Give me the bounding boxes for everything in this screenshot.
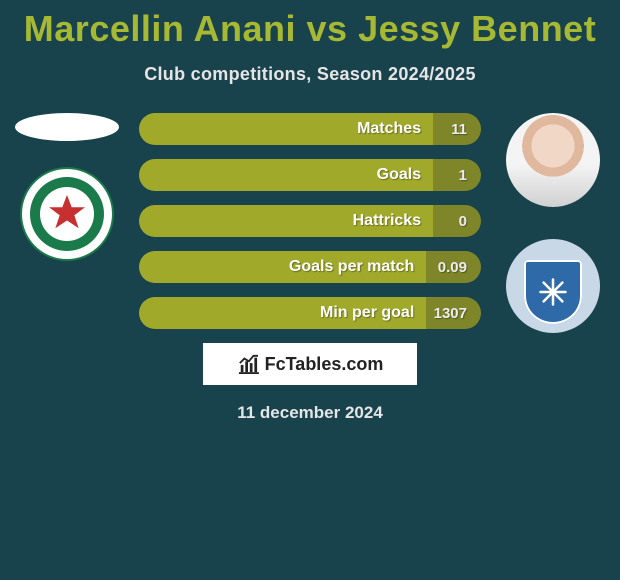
stat-bar-rest: 11 xyxy=(433,113,481,145)
stat-bar: Goals per match 0.09 xyxy=(139,251,481,283)
stat-bar-fill: Min per goal xyxy=(139,297,426,329)
player-avatar-right xyxy=(506,113,600,207)
stat-bar: Hattricks 0 xyxy=(139,205,481,237)
brand-text: FcTables.com xyxy=(265,354,384,375)
stat-value: 11 xyxy=(451,121,467,138)
stat-bar-rest: 0 xyxy=(433,205,481,237)
chart-icon xyxy=(237,354,259,374)
page-subtitle: Club competitions, Season 2024/2025 xyxy=(0,64,620,85)
team-logo-red-star xyxy=(20,167,114,261)
stat-label: Min per goal xyxy=(320,304,414,322)
page-title: Marcellin Anani vs Jessy Bennet xyxy=(0,8,620,50)
stat-bar: Goals 1 xyxy=(139,159,481,191)
stat-bar: Min per goal 1307 xyxy=(139,297,481,329)
star-icon xyxy=(47,193,87,233)
infographic-container: Marcellin Anani vs Jessy Bennet Club com… xyxy=(0,0,620,580)
stat-label: Matches xyxy=(357,120,421,138)
stat-bar: Matches 11 xyxy=(139,113,481,145)
stat-value: 0 xyxy=(459,213,467,230)
team-logo-grenoble xyxy=(506,239,600,333)
stat-bar-fill: Matches xyxy=(139,113,433,145)
stat-label: Goals per match xyxy=(289,258,414,276)
main-area: Matches 11 Goals 1 Hattricks 0 Goals per match… xyxy=(0,113,620,423)
stat-bar-fill: Hattricks xyxy=(139,205,433,237)
stat-bar-fill: Goals per match xyxy=(139,251,426,283)
stat-value: 0.09 xyxy=(438,259,467,276)
snowflake-icon xyxy=(538,277,568,307)
player-photo-placeholder-left xyxy=(15,113,119,141)
stat-bar-rest: 1 xyxy=(433,159,481,191)
stat-bar-rest: 0.09 xyxy=(426,251,481,283)
stat-label: Goals xyxy=(377,166,421,184)
brand-badge: FcTables.com xyxy=(203,343,417,385)
stat-value: 1 xyxy=(459,167,467,184)
date-text: 11 december 2024 xyxy=(0,403,620,423)
stat-value: 1307 xyxy=(434,305,467,322)
stat-bar-rest: 1307 xyxy=(426,297,481,329)
stat-label: Hattricks xyxy=(353,212,421,230)
right-column xyxy=(494,113,612,333)
stat-bar-fill: Goals xyxy=(139,159,433,191)
stats-bars: Matches 11 Goals 1 Hattricks 0 Goals per match… xyxy=(139,113,481,329)
left-column xyxy=(8,113,126,261)
